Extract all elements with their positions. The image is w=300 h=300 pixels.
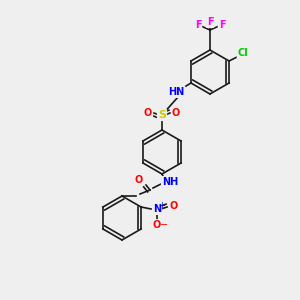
Text: F: F bbox=[219, 20, 225, 30]
Text: +: + bbox=[159, 200, 166, 209]
Text: F: F bbox=[207, 17, 213, 27]
Text: O: O bbox=[172, 108, 180, 118]
Text: N: N bbox=[153, 204, 161, 214]
Text: O: O bbox=[135, 175, 143, 185]
Text: O: O bbox=[170, 201, 178, 211]
Text: NH: NH bbox=[162, 177, 178, 187]
Text: HN: HN bbox=[168, 87, 184, 97]
Text: O: O bbox=[153, 220, 161, 230]
Text: O: O bbox=[144, 108, 152, 118]
Text: F: F bbox=[195, 20, 201, 30]
Text: −: − bbox=[160, 220, 168, 230]
Text: Cl: Cl bbox=[238, 48, 248, 58]
Text: S: S bbox=[158, 110, 166, 120]
